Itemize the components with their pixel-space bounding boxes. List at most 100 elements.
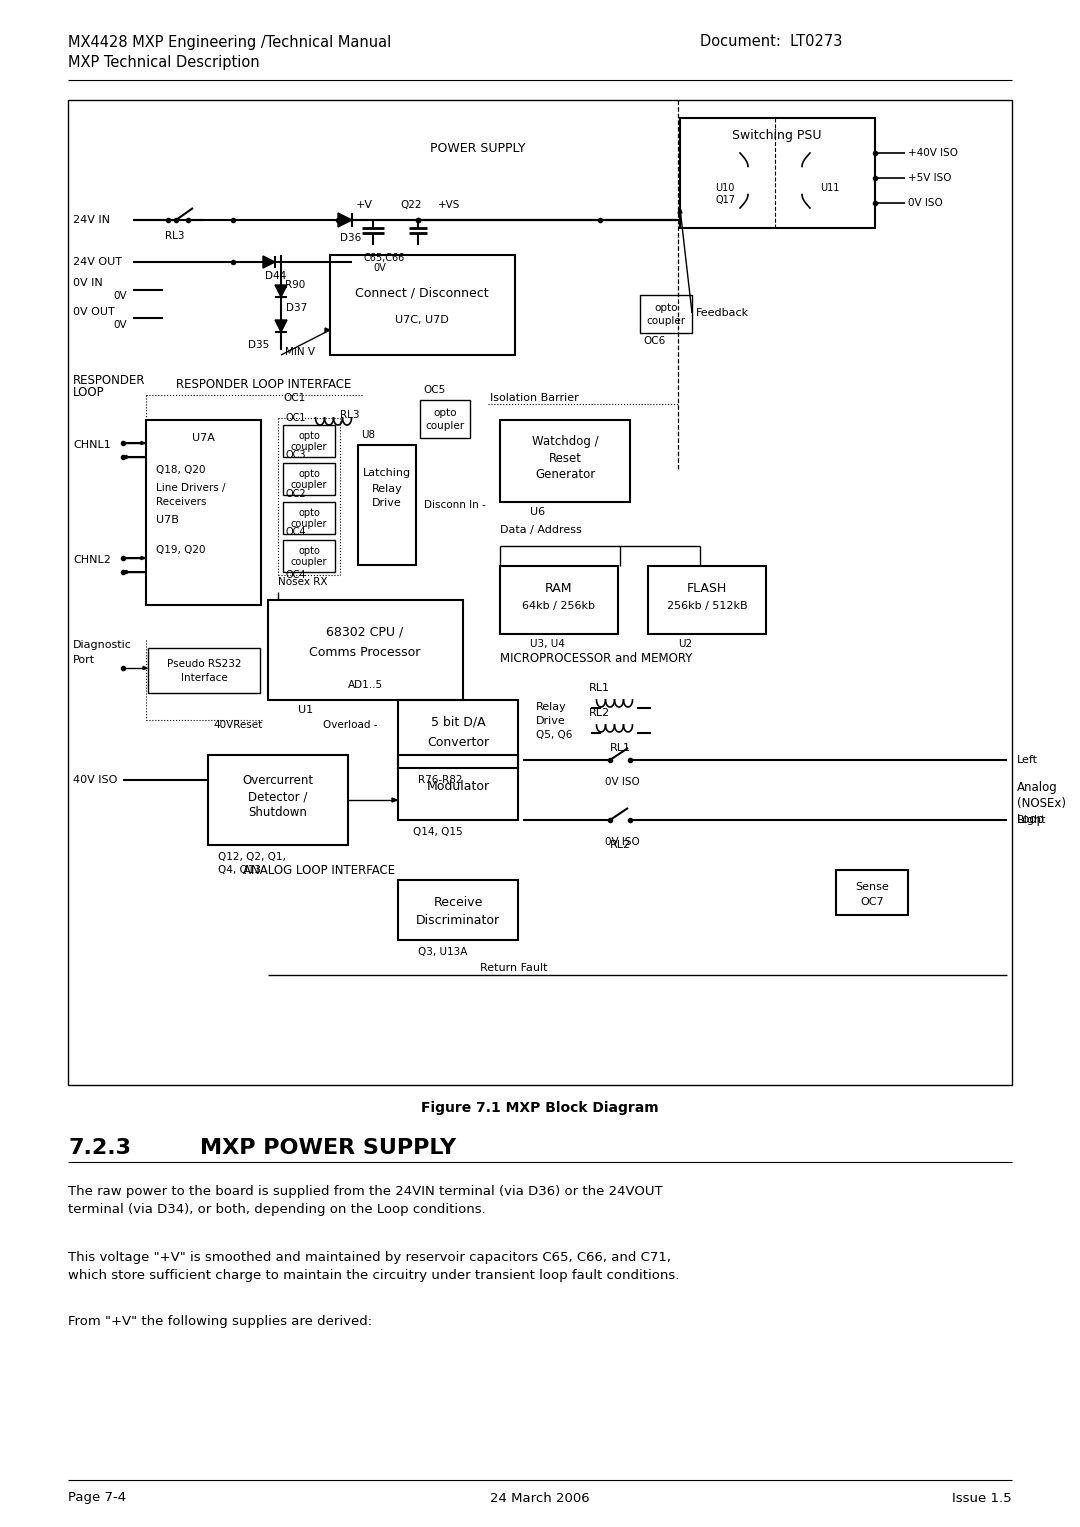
Text: 256kb / 512kB: 256kb / 512kB <box>666 602 747 611</box>
Text: Q18, Q20: Q18, Q20 <box>156 466 205 475</box>
Text: opto: opto <box>298 547 320 556</box>
Text: RL2: RL2 <box>610 840 631 851</box>
Text: Left: Left <box>1017 754 1038 765</box>
Bar <box>836 870 908 915</box>
Text: U3, U4: U3, U4 <box>530 638 565 649</box>
Text: opto: opto <box>298 431 320 441</box>
Bar <box>500 420 630 502</box>
Text: coupler: coupler <box>426 421 464 431</box>
Text: opto: opto <box>654 302 678 313</box>
Text: opto: opto <box>298 508 320 518</box>
Bar <box>648 567 766 634</box>
Text: 0V: 0V <box>113 292 126 301</box>
Text: Loop: Loop <box>1017 814 1045 826</box>
Text: Page 7-4: Page 7-4 <box>68 1492 126 1504</box>
Text: which store sufficient charge to maintain the circuitry under transient loop fau: which store sufficient charge to maintai… <box>68 1269 679 1283</box>
Polygon shape <box>392 799 397 802</box>
Polygon shape <box>264 257 275 269</box>
Text: Figure 7.1 MXP Block Diagram: Figure 7.1 MXP Block Diagram <box>421 1101 659 1115</box>
Text: RESPONDER: RESPONDER <box>73 374 146 386</box>
Polygon shape <box>338 212 352 228</box>
Bar <box>399 754 518 820</box>
Text: Data / Address: Data / Address <box>500 525 582 534</box>
Text: Feedback: Feedback <box>696 308 750 318</box>
Polygon shape <box>123 455 127 458</box>
Polygon shape <box>141 441 145 444</box>
Text: U11: U11 <box>820 183 839 192</box>
Text: 24V OUT: 24V OUT <box>73 257 122 267</box>
Bar <box>68 99 1012 1086</box>
Text: U1: U1 <box>298 705 313 715</box>
Text: RL1: RL1 <box>589 683 610 693</box>
Text: Shutdown: Shutdown <box>248 806 308 820</box>
Text: Detector /: Detector / <box>248 791 308 803</box>
Text: 0V: 0V <box>113 321 126 330</box>
Bar <box>330 255 515 354</box>
Text: coupler: coupler <box>291 557 327 567</box>
Polygon shape <box>143 666 147 670</box>
Text: Overload -: Overload - <box>323 721 378 730</box>
Text: Connect / Disconnect: Connect / Disconnect <box>355 287 489 299</box>
Polygon shape <box>275 321 287 331</box>
Text: Pseudo RS232: Pseudo RS232 <box>166 660 241 669</box>
Bar <box>283 463 335 495</box>
Bar <box>399 880 518 941</box>
Text: U8: U8 <box>361 431 375 440</box>
Text: Q19, Q20: Q19, Q20 <box>156 545 205 554</box>
Text: Isolation Barrier: Isolation Barrier <box>490 392 579 403</box>
Text: coupler: coupler <box>647 316 686 325</box>
Text: Drive: Drive <box>536 716 566 725</box>
Text: Switching PSU: Switching PSU <box>732 130 822 142</box>
Text: Nosex RX: Nosex RX <box>278 577 327 586</box>
Text: (NOSEx): (NOSEx) <box>1017 797 1066 811</box>
Text: 24 March 2006: 24 March 2006 <box>490 1492 590 1504</box>
Text: +V: +V <box>356 200 373 211</box>
Text: Analog: Analog <box>1017 782 1057 794</box>
Text: RESPONDER LOOP INTERFACE: RESPONDER LOOP INTERFACE <box>176 379 351 391</box>
Text: Port: Port <box>73 655 95 664</box>
Text: D36: D36 <box>340 234 361 243</box>
Text: Interface: Interface <box>180 673 228 683</box>
Text: RL3: RL3 <box>165 231 185 241</box>
Text: U7C, U7D: U7C, U7D <box>395 315 449 325</box>
Text: coupler: coupler <box>291 441 327 452</box>
Bar <box>146 420 261 605</box>
Text: RL1: RL1 <box>610 744 631 753</box>
Text: MXP Technical Description: MXP Technical Description <box>68 55 259 70</box>
Text: RL3: RL3 <box>340 411 360 420</box>
Text: +VS: +VS <box>438 200 460 211</box>
Text: 0V OUT: 0V OUT <box>73 307 114 318</box>
Text: Q14, Q15: Q14, Q15 <box>413 828 462 837</box>
Text: OC7: OC7 <box>860 896 883 907</box>
Text: Comms Processor: Comms Processor <box>309 646 421 658</box>
Text: CHNL2: CHNL2 <box>73 554 111 565</box>
Text: D44: D44 <box>265 270 286 281</box>
Text: U6: U6 <box>530 507 545 518</box>
Text: This voltage "+V" is smoothed and maintained by reservoir capacitors C65, C66, a: This voltage "+V" is smoothed and mainta… <box>68 1252 671 1264</box>
Polygon shape <box>678 208 681 212</box>
Bar <box>357 444 416 565</box>
Text: Modulator: Modulator <box>427 780 489 794</box>
Bar <box>420 400 470 438</box>
Text: RL2: RL2 <box>589 709 610 718</box>
Text: Receive: Receive <box>433 895 483 909</box>
Text: 40VReset: 40VReset <box>213 721 262 730</box>
Text: Right: Right <box>1017 815 1047 825</box>
Text: U2: U2 <box>678 638 692 649</box>
Text: Diagnostic: Diagnostic <box>73 640 132 651</box>
Text: 40V ISO: 40V ISO <box>73 776 118 785</box>
Text: D37: D37 <box>286 302 307 313</box>
Text: Relay: Relay <box>372 484 403 495</box>
Text: RAM: RAM <box>545 582 572 594</box>
Text: Overcurrent: Overcurrent <box>242 774 313 786</box>
Text: FLASH: FLASH <box>687 582 727 594</box>
Text: Disconn In -: Disconn In - <box>424 499 486 510</box>
Text: Q22: Q22 <box>400 200 421 211</box>
Text: terminal (via D34), or both, depending on the Loop conditions.: terminal (via D34), or both, depending o… <box>68 1203 486 1217</box>
Text: Q5, Q6: Q5, Q6 <box>536 730 572 741</box>
Bar <box>283 541 335 573</box>
Text: Watchdog /: Watchdog / <box>531 435 598 449</box>
Text: The raw power to the board is supplied from the 24VIN terminal (via D36) or the : The raw power to the board is supplied f… <box>68 1185 663 1199</box>
Bar <box>680 118 875 228</box>
Text: Reset: Reset <box>549 452 581 464</box>
